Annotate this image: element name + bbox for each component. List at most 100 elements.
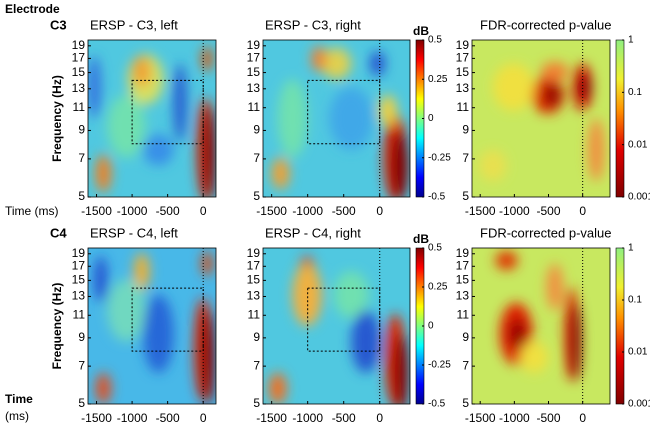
heatmap-blob <box>203 105 216 197</box>
x-tick-label: -1000 <box>292 411 323 425</box>
heatmap-blob <box>107 279 146 342</box>
heatmap-blob <box>543 82 561 108</box>
heatmap-blob <box>379 94 397 127</box>
heatmap-blob <box>132 55 151 88</box>
colorbar-tick-label: 0.01 <box>628 347 648 358</box>
y-tick-label: 17 <box>247 258 261 272</box>
x-tick-label: 0 <box>200 411 207 425</box>
colorbar-tick-label: 0.25 <box>428 74 448 85</box>
x-tick-label: -1500 <box>81 204 112 218</box>
colorbar-tick-label: -0.5 <box>428 399 446 410</box>
heatmap <box>263 248 410 404</box>
y-tick-label: 17 <box>456 51 470 65</box>
heatmap <box>263 40 410 197</box>
y-tick-label: 15 <box>456 273 470 287</box>
x-tick-label: -1000 <box>499 411 530 425</box>
colorbar-tick-label: 0.25 <box>428 282 448 293</box>
y-tick-label: 15 <box>72 65 86 79</box>
heatmap-blob <box>268 372 287 404</box>
panel-title: ERSP - C4, left <box>90 225 178 240</box>
y-tick-label: 9 <box>462 123 469 137</box>
heatmap-blob <box>271 157 290 190</box>
y-tick-label: 13 <box>72 81 86 95</box>
heatmap-blob <box>321 47 352 80</box>
heatmap-blob <box>95 154 112 193</box>
x-tick-label: 0 <box>376 204 383 218</box>
heatmap-blob <box>134 252 150 291</box>
y-tick-label: 17 <box>72 258 86 272</box>
heatmap <box>88 40 216 197</box>
colorbar-tick-label: 1 <box>628 35 634 46</box>
x-tick-label: -500 <box>156 204 180 218</box>
y-tick-label: 5 <box>78 189 85 203</box>
heatmap <box>88 248 216 404</box>
heatmap-blob <box>587 118 605 182</box>
heatmap <box>472 40 610 197</box>
y-tick-label: 19 <box>456 38 470 52</box>
y-tick-label: 11 <box>248 100 261 114</box>
y-tick-label: 19 <box>247 246 261 260</box>
roi-box <box>131 287 204 352</box>
row-label: C4 <box>50 225 67 240</box>
y-tick-label: 5 <box>253 396 260 410</box>
heatmap-blob <box>107 94 146 158</box>
heatmap-blob <box>88 55 101 119</box>
y-tick-label: 7 <box>253 358 260 372</box>
y-tick-label: 17 <box>247 51 261 65</box>
row-label: C3 <box>50 17 67 32</box>
y-axis-label: Frequency (Hz) <box>50 75 64 162</box>
x-tick-label: -1000 <box>499 204 530 218</box>
x-tick-label: -1500 <box>256 204 287 218</box>
x-tick-label: -500 <box>536 411 560 425</box>
x-axis-label: (ms) <box>5 409 29 423</box>
panel-title: FDR-corrected p-value <box>480 225 612 240</box>
x-axis-label: Time <box>5 392 33 406</box>
x-tick-label: -1500 <box>465 204 496 218</box>
heatmap-blob <box>94 255 108 303</box>
y-tick-label: 11 <box>73 100 86 114</box>
heatmap-blob <box>492 63 535 111</box>
y-tick-label: 9 <box>253 123 260 137</box>
x-tick-label: -1000 <box>292 204 323 218</box>
roi-box <box>307 287 381 352</box>
y-tick-label: 9 <box>462 330 469 344</box>
colorbar-tick-label: 0.1 <box>628 87 642 98</box>
y-tick-label: 15 <box>247 273 261 287</box>
colorbar-tick-label: 0 <box>428 321 434 332</box>
heatmap-blob <box>541 61 569 81</box>
heatmap-blob <box>579 74 591 100</box>
colorbar-label: dB <box>413 24 429 38</box>
y-axis-label: Frequency (Hz) <box>50 283 64 370</box>
y-tick-label: 15 <box>72 273 86 287</box>
y-tick-label: 7 <box>462 358 469 372</box>
y-tick-label: 19 <box>456 246 470 260</box>
colorbar-tick-label: 0.001 <box>628 399 650 410</box>
heatmap-blobs <box>495 251 582 381</box>
heatmap-blob <box>495 251 518 270</box>
y-tick-label: 5 <box>253 189 260 203</box>
heatmap-bg <box>472 248 610 404</box>
y-tick-label: 11 <box>457 100 470 114</box>
y-tick-label: 5 <box>462 189 469 203</box>
heatmap-blob <box>201 251 213 277</box>
heatmap-blobs <box>88 46 216 197</box>
y-tick-label: 17 <box>72 51 86 65</box>
x-tick-label: 0 <box>579 204 586 218</box>
x-tick-label: -1500 <box>81 411 112 425</box>
plot-frame <box>87 39 217 198</box>
heatmap-blob <box>143 134 174 166</box>
panel-title: FDR-corrected p-value <box>480 17 612 32</box>
colorbar-tick-label: 0.5 <box>428 243 442 254</box>
y-tick-label: 7 <box>253 151 260 165</box>
heatmap-blob <box>478 149 507 182</box>
x-tick-label: -500 <box>332 411 356 425</box>
x-tick-label: 0 <box>200 204 207 218</box>
x-tick-label: -1000 <box>117 411 148 425</box>
x-tick-label: -1000 <box>117 204 148 218</box>
colorbar-tick-label: 0.01 <box>628 139 648 150</box>
x-tick-label: 0 <box>376 411 383 425</box>
y-tick-label: 9 <box>253 330 260 344</box>
y-tick-label: 11 <box>248 307 261 321</box>
heatmap-bg <box>263 248 410 404</box>
colorbar-tick-label: 0.1 <box>628 295 642 306</box>
